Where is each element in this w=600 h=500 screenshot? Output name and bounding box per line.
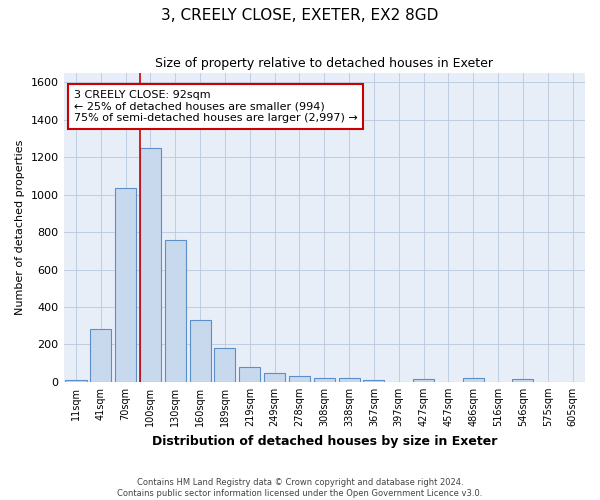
Bar bbox=[239, 367, 260, 382]
Bar bbox=[214, 348, 235, 382]
Bar bbox=[314, 378, 335, 382]
X-axis label: Distribution of detached houses by size in Exeter: Distribution of detached houses by size … bbox=[152, 434, 497, 448]
Bar bbox=[512, 380, 533, 382]
Title: Size of property relative to detached houses in Exeter: Size of property relative to detached ho… bbox=[155, 58, 493, 70]
Bar bbox=[90, 330, 112, 382]
Bar bbox=[140, 148, 161, 382]
Bar bbox=[289, 376, 310, 382]
Bar bbox=[190, 320, 211, 382]
Bar bbox=[65, 380, 86, 382]
Text: Contains HM Land Registry data © Crown copyright and database right 2024.
Contai: Contains HM Land Registry data © Crown c… bbox=[118, 478, 482, 498]
Bar bbox=[338, 378, 359, 382]
Bar bbox=[463, 378, 484, 382]
Bar bbox=[115, 188, 136, 382]
Text: 3 CREELY CLOSE: 92sqm
← 25% of detached houses are smaller (994)
75% of semi-det: 3 CREELY CLOSE: 92sqm ← 25% of detached … bbox=[74, 90, 358, 123]
Bar bbox=[364, 380, 385, 382]
Bar bbox=[264, 373, 285, 382]
Y-axis label: Number of detached properties: Number of detached properties bbox=[15, 140, 25, 315]
Bar bbox=[165, 240, 186, 382]
Bar bbox=[413, 380, 434, 382]
Text: 3, CREELY CLOSE, EXETER, EX2 8GD: 3, CREELY CLOSE, EXETER, EX2 8GD bbox=[161, 8, 439, 22]
